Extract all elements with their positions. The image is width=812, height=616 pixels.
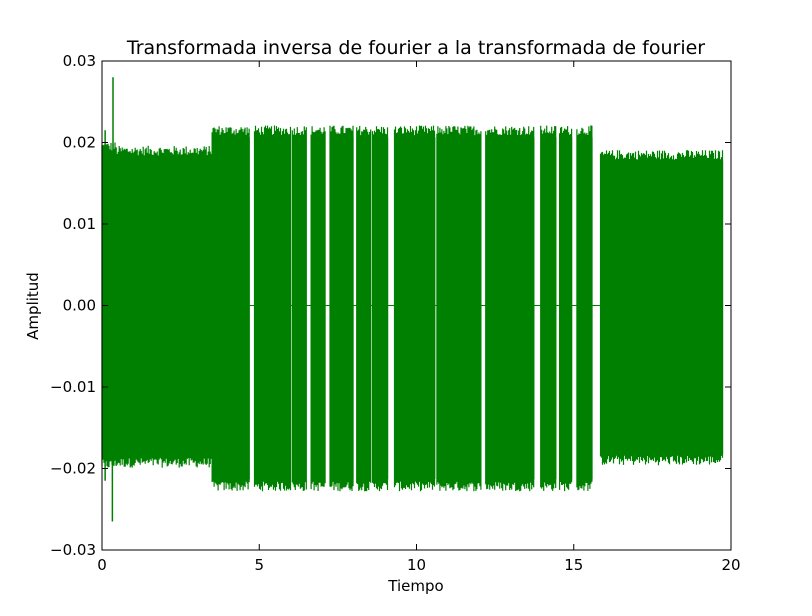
x-tick-label: 0 [97,556,107,574]
y-tick-label: −0.01 [50,378,96,396]
x-axis: 0 5 10 15 20 [97,61,741,574]
y-tick-label: 0.00 [63,297,96,315]
signal-segment [310,126,326,491]
signal-segment [101,142,117,468]
signal-segment [356,126,372,492]
chart-title: Transformada inversa de fourier a la tra… [126,37,705,59]
x-axis-label: Tiempo [387,577,443,595]
signal-segment [436,125,482,492]
y-tick-label: 0.03 [63,52,96,70]
x-tick-label: 20 [721,556,740,574]
signal-segment [291,126,307,491]
signal-segment [576,125,593,491]
y-tick-label: −0.02 [50,460,96,478]
signal-segment [599,150,724,466]
signal-segment [253,125,292,492]
y-tick-label: 0.02 [63,134,96,152]
y-tick-label: −0.03 [50,541,96,559]
signal-segment [329,125,354,492]
signal-segment [371,126,389,492]
signal-segment [115,145,213,468]
x-tick-label: 5 [254,556,264,574]
signal-segment [393,125,436,492]
y-axis: −0.03 −0.02 −0.01 0.00 0.01 0.02 0.03 [50,52,731,559]
x-tick-label: 10 [407,556,426,574]
signal-segment [485,126,535,492]
signal-segment [559,126,573,492]
signal-segment [211,126,250,491]
signal-layer [101,77,724,522]
y-tick-label: 0.01 [63,215,96,233]
y-axis-label: Amplitud [24,272,42,340]
signal-segment [540,125,557,491]
x-tick-label: 15 [564,556,583,574]
